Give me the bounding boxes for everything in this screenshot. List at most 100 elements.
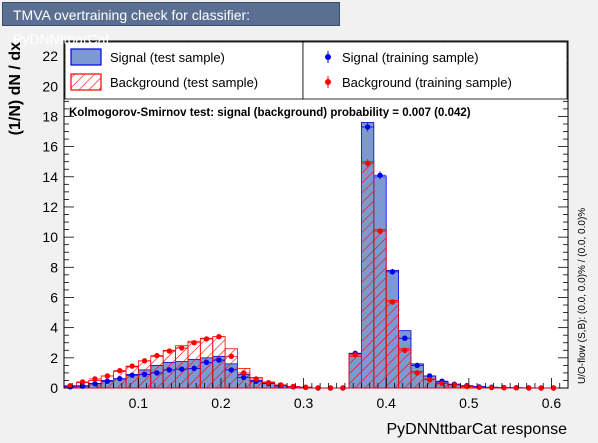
x-tick-label: 0.2 [211, 395, 231, 411]
background-training-point [550, 385, 557, 391]
legend-train-box [302, 41, 568, 100]
background-training-point [92, 376, 98, 382]
background-training-point [488, 384, 495, 391]
y-axis-label: (1/N) dN / dx [7, 42, 24, 135]
x-tick-label: 0.4 [376, 395, 396, 411]
signal-training-point [92, 381, 98, 387]
x-tick-label: 0.6 [542, 395, 562, 411]
background-test-bar [361, 161, 375, 389]
legend-signal-train-marker [325, 54, 331, 60]
background-test-bar [385, 300, 400, 389]
ks-test-text: Kolmogorov-Smirnov test: signal (backgro… [69, 107, 471, 119]
y-tick-label: 22 [42, 48, 58, 64]
background-test-bar [187, 340, 201, 389]
background-training-point [439, 380, 445, 387]
signal-training-point [389, 269, 396, 275]
y-tick-label: 10 [42, 229, 58, 245]
background-training-point [265, 380, 272, 386]
background-training-point [315, 385, 321, 391]
legend-test-box [64, 41, 304, 100]
x-tick-label: 0.5 [459, 395, 479, 411]
background-training-point [426, 377, 433, 383]
background-training-point [241, 370, 247, 376]
background-training-point [513, 385, 520, 391]
y-tick-label: 12 [42, 199, 58, 215]
signal-training-point [364, 124, 371, 130]
background-training-point [327, 385, 334, 391]
background-training-point [352, 352, 358, 358]
background-training-point [166, 348, 173, 354]
background-training-point [377, 228, 383, 234]
background-training-point [104, 373, 111, 379]
background-training-point [526, 385, 532, 391]
background-training-point [538, 385, 544, 391]
background-training-point [364, 160, 371, 166]
background-training-point [476, 384, 482, 390]
background-training-point [129, 363, 135, 369]
background-training-point [179, 345, 185, 351]
background-training-point [402, 347, 408, 353]
background-training-point [278, 382, 284, 388]
y-tick-label: 0 [50, 380, 58, 396]
signal-training-point [426, 373, 433, 379]
background-training-point [141, 358, 148, 364]
signal-training-point [129, 372, 135, 378]
background-training-point [414, 370, 420, 376]
background-training-point [451, 382, 458, 388]
background-test-bar [373, 229, 387, 389]
signal-training-point [104, 378, 111, 384]
background-training-point [154, 352, 160, 359]
signal-training-point [414, 362, 420, 369]
background-training-point [464, 383, 470, 390]
signal-training-point [228, 367, 235, 373]
y-tick-label: 20 [42, 78, 58, 94]
y-tick-label: 14 [42, 169, 58, 185]
background-training-point [340, 385, 346, 391]
legend-signal-test-label: Signal (test sample) [110, 50, 225, 65]
background-training-point [191, 340, 197, 346]
chart-title: TMVA overtraining check for classifier: … [2, 2, 340, 47]
background-training-point [389, 299, 396, 305]
signal-training-point [79, 383, 86, 389]
y-tick-label: 8 [50, 259, 58, 275]
background-training-point [228, 353, 235, 360]
background-training-point [79, 379, 86, 385]
signal-training-point [203, 359, 210, 366]
x-axis-label: PyDNNttbarCat response [386, 421, 567, 438]
background-training-point [501, 384, 507, 391]
signal-training-point [117, 375, 123, 382]
y-tick-label: 4 [50, 320, 58, 336]
legend-background-train-marker [325, 79, 331, 85]
background-training-markers [64, 159, 560, 391]
signal-training-point [141, 371, 148, 378]
background-training-point [67, 383, 73, 389]
y-tick-label: 6 [50, 289, 58, 305]
background-test-bar [348, 355, 362, 389]
legend-background-test-swatch [70, 73, 102, 91]
x-tick-label: 0.3 [294, 395, 314, 411]
background-test-bar [398, 348, 412, 389]
background-training-point [253, 376, 259, 382]
background-training-point [290, 383, 296, 390]
y-tick-label: 16 [42, 139, 58, 155]
legend-background-train-label: Background (training sample) [342, 75, 512, 90]
background-training-point [216, 334, 222, 340]
legend-signal-train-label: Signal (training sample) [342, 50, 479, 65]
signal-training-point [216, 357, 222, 363]
signal-training-point [402, 335, 408, 341]
legend-signal-test-swatch [70, 48, 102, 66]
background-training-point [117, 367, 123, 374]
x-tick-label: 0.1 [129, 395, 149, 411]
overflow-label: U/O-flow (S,B): (0.0, 0.0)% / (0.0, 0.0)… [577, 208, 588, 384]
background-training-point [203, 336, 210, 342]
signal-training-point [166, 367, 173, 373]
legend-background-test-label: Background (test sample) [110, 75, 258, 90]
signal-training-point [241, 374, 247, 381]
signal-training-point [191, 365, 197, 372]
signal-training-point [377, 172, 383, 178]
signal-training-point [154, 370, 160, 376]
y-tick-label: 18 [42, 108, 58, 124]
background-training-point [302, 384, 309, 390]
signal-training-point [179, 366, 185, 372]
